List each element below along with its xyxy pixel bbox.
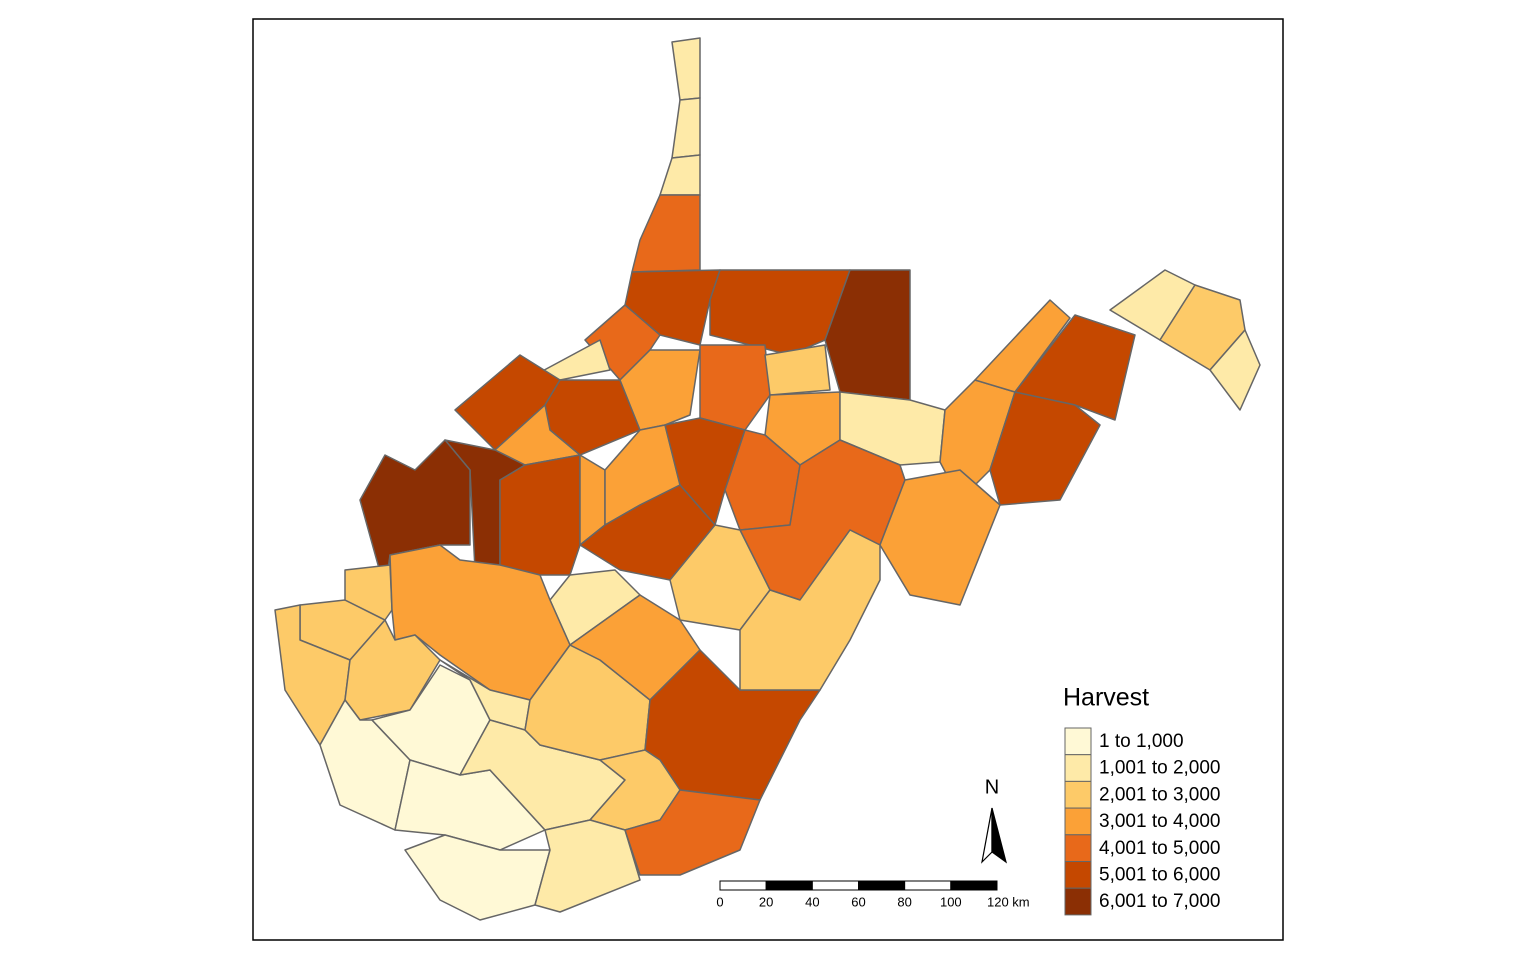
legend-swatch	[1064, 887, 1092, 916]
legend-label: 4,001 to 5,000	[1099, 838, 1221, 859]
scale-segment	[765, 880, 813, 891]
scale-label: 80	[897, 894, 911, 909]
legend-label: 1,001 to 2,000	[1099, 758, 1221, 779]
legend-title: Harvest	[1063, 684, 1149, 712]
scale-label: 0	[716, 894, 723, 909]
county	[699, 344, 771, 431]
legend-swatch	[1064, 834, 1092, 862]
north-label: N	[985, 776, 999, 798]
scale-segment	[950, 880, 998, 891]
scale-segment	[858, 880, 906, 891]
legend-label: 6,001 to 7,000	[1099, 891, 1221, 912]
county	[579, 484, 716, 581]
county	[764, 344, 831, 396]
legend-label: 2,001 to 3,000	[1099, 784, 1221, 805]
county	[499, 454, 581, 576]
county	[624, 789, 761, 876]
scale-segment	[904, 880, 952, 891]
county	[974, 299, 1071, 393]
north-arrow	[991, 807, 1007, 864]
legend-label: 5,001 to 6,000	[1099, 865, 1221, 886]
counties	[274, 37, 1261, 921]
scale-segment	[719, 880, 767, 891]
legend: 1 to 1,000 1,001 to 2,000 2,001 to 3,000 3,…	[1064, 727, 1221, 916]
legend-label: 1 to 1,000	[1099, 731, 1184, 752]
scale-label: 120 km	[987, 894, 1030, 909]
legend-swatch	[1064, 754, 1092, 782]
county	[1159, 284, 1246, 371]
scale-label: 60	[851, 894, 865, 909]
scale-label: 100	[940, 894, 962, 909]
county	[739, 529, 881, 691]
county	[1209, 329, 1261, 411]
legend-label: 3,001 to 4,000	[1099, 811, 1221, 832]
legend-swatch	[1064, 861, 1092, 889]
scale-label: 40	[805, 894, 819, 909]
legend-swatch	[1064, 780, 1092, 809]
county	[534, 819, 641, 913]
scale-label: 20	[759, 894, 773, 909]
legend-swatch	[1064, 727, 1092, 756]
scale-bar: 0 20 40 60 80 100 120 km	[716, 880, 1030, 909]
legend-swatch	[1064, 807, 1092, 836]
scale-segment	[811, 880, 859, 891]
county	[344, 564, 393, 621]
